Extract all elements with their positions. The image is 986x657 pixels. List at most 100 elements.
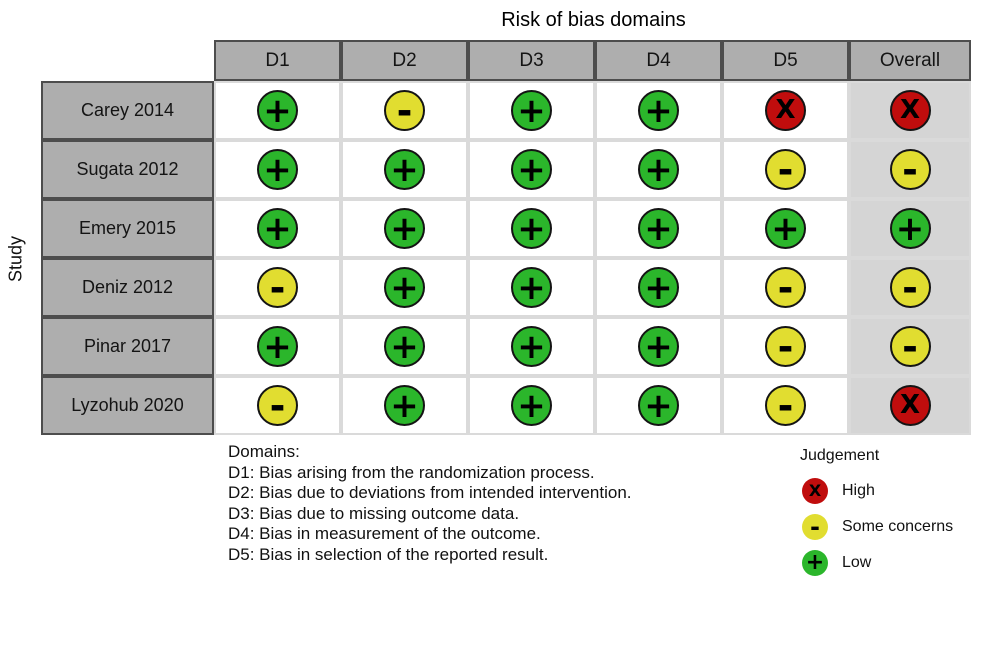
judgement-cell: - [849,258,971,317]
judgement-low-icon: + [384,385,425,426]
judgement-low-icon: + [511,149,552,190]
judgement-cell: + [214,199,341,258]
judgement-cell: - [722,376,849,435]
judgement-cell: + [468,376,595,435]
judgement-low-icon: + [638,267,679,308]
judgement-legend: Judgement X High - Some concerns + Low [798,447,953,576]
judgement-high-icon: X [889,90,931,131]
judgement-high-icon: X [802,478,828,504]
judgement-some-concerns-icon: - [889,267,931,308]
study-label-cell: Deniz 2012 [41,258,214,317]
judgement-some-concerns-icon: - [257,267,298,308]
judgement-cell: - [214,376,341,435]
judgement-cell: X [849,81,971,140]
column-header-d3: D3 [468,40,595,81]
judgement-cell: + [468,258,595,317]
judgement-some-concerns-icon: - [765,149,806,190]
chart-title: Risk of bias domains [501,9,686,31]
judgement-low-icon: + [384,326,425,367]
judgement-cell: - [722,317,849,376]
judgement-low-icon: + [257,149,298,190]
judgement-some-concerns-icon: - [765,326,806,367]
judgement-cell: + [214,317,341,376]
judgement-low-icon: + [638,90,679,131]
risk-of-bias-table: D1 D2 D3 D4 D5 Overall Carey 2014 + - + + X X Sugata … [41,40,971,435]
judgement-low-icon: + [257,208,298,249]
judgement-some-concerns-icon: - [802,514,828,540]
legend-item-label: High [842,482,875,499]
judgement-cell: + [849,199,971,258]
judgement-high-icon: X [889,385,931,426]
judgement-cell: + [595,317,722,376]
footnote-heading: Domains: [228,442,300,461]
judgement-low-icon: + [765,208,806,249]
legend-item-high: X High [798,478,953,504]
judgement-cell: + [595,376,722,435]
study-label-cell: Pinar 2017 [41,317,214,376]
judgement-cell: - [341,81,468,140]
legend-items: X High - Some concerns + Low [798,478,953,576]
legend-item-label: Low [842,554,872,571]
judgement-high-icon: X [765,90,806,131]
judgement-low-icon: + [384,208,425,249]
judgement-some-concerns-icon: - [384,90,425,131]
study-label-cell: Emery 2015 [41,199,214,258]
column-header-d1: D1 [214,40,341,81]
judgement-low-icon: + [511,267,552,308]
judgement-some-concerns-icon: - [257,385,298,426]
judgement-low-icon: + [384,267,425,308]
judgement-low-icon: + [257,90,298,131]
study-label-cell: Lyzohub 2020 [41,376,214,435]
column-header-d4: D4 [595,40,722,81]
judgement-low-icon: + [511,385,552,426]
judgement-cell: - [849,140,971,199]
judgement-cell: + [341,140,468,199]
judgement-low-icon: + [638,326,679,367]
judgement-cell: - [849,317,971,376]
judgement-cell: + [468,81,595,140]
judgement-cell: X [722,81,849,140]
judgement-cell: + [468,199,595,258]
judgement-some-concerns-icon: - [889,149,931,190]
footnote-line: D5: Bias in selection of the reported re… [228,544,549,564]
study-label-cell: Carey 2014 [41,81,214,140]
judgement-cell: X [849,376,971,435]
column-header-overall: Overall [849,40,971,81]
footnote-line: D3: Bias due to missing outcome data. [228,503,520,523]
judgement-some-concerns-icon: - [889,326,931,367]
domains-footnote: Domains: D1: Bias arising from the rando… [228,442,632,565]
judgement-low-icon: + [511,90,552,131]
judgement-some-concerns-icon: - [765,267,806,308]
judgement-cell: + [595,199,722,258]
judgement-low-icon: + [511,326,552,367]
judgement-cell: - [214,258,341,317]
legend-item-label: Some concerns [842,518,954,535]
table-corner [41,40,214,81]
judgement-low-icon: + [638,149,679,190]
judgement-cell: + [341,376,468,435]
judgement-cell: + [341,199,468,258]
judgement-cell: + [595,140,722,199]
legend-item-some-concerns: - Some concerns [798,514,953,540]
judgement-cell: + [595,81,722,140]
legend-item-low: + Low [798,550,953,576]
judgement-low-icon: + [802,550,828,576]
judgement-cell: + [214,81,341,140]
legend-title: Judgement [800,447,880,464]
judgement-cell: + [214,140,341,199]
judgement-cell: + [722,199,849,258]
judgement-low-icon: + [384,149,425,190]
y-axis-label: Study [5,235,26,283]
judgement-cell: - [722,258,849,317]
judgement-low-icon: + [889,208,931,249]
footnote-line: D4: Bias in measurement of the outcome. [228,524,541,543]
footnote-line: D2: Bias due to deviations from intended… [228,483,632,502]
judgement-cell: + [341,317,468,376]
judgement-cell: + [468,140,595,199]
judgement-low-icon: + [257,326,298,367]
judgement-low-icon: + [511,208,552,249]
judgement-cell: - [722,140,849,199]
column-header-d5: D5 [722,40,849,81]
study-label-cell: Sugata 2012 [41,140,214,199]
